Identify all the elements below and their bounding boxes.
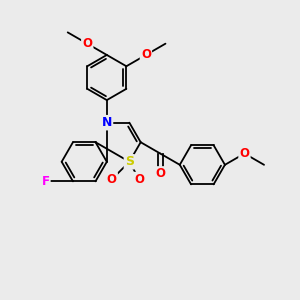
Text: O: O xyxy=(141,49,151,62)
Text: N: N xyxy=(102,116,112,129)
Text: O: O xyxy=(82,37,92,50)
Text: O: O xyxy=(107,173,117,186)
Text: F: F xyxy=(41,175,50,188)
Text: O: O xyxy=(134,173,144,186)
Text: O: O xyxy=(239,147,250,160)
Text: S: S xyxy=(125,155,134,168)
Text: O: O xyxy=(155,167,165,180)
